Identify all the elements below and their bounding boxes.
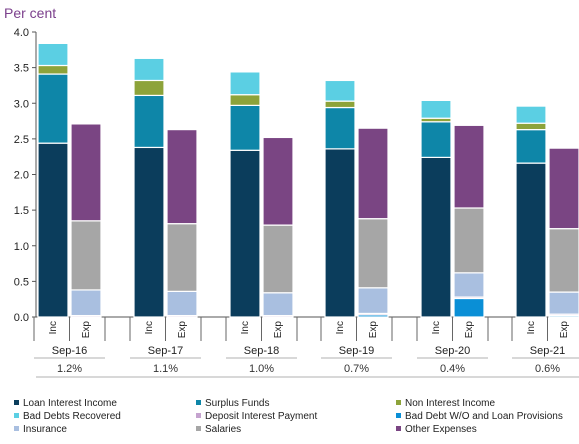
group-spread: 0.6% (535, 363, 560, 375)
income-bar-segment (133, 79, 165, 97)
expense-bar-segment (548, 147, 579, 230)
y-tick-label: 0.0 (14, 312, 29, 324)
expense-bar-segment (453, 124, 485, 209)
y-tick-label: 4.0 (14, 27, 29, 39)
group-spread: 0.4% (440, 363, 465, 375)
legend-swatch (396, 413, 401, 418)
income-bar-segment (515, 122, 547, 131)
expense-bar-segment (357, 218, 389, 289)
legend-swatch (196, 426, 201, 431)
group-label: Sep-17 (148, 345, 183, 357)
income-bar-segment (37, 73, 69, 144)
expense-bar-segment (70, 123, 102, 222)
bar-label-exp: Exp (464, 321, 475, 339)
group-spread: 1.0% (249, 363, 274, 375)
legend-entry: Loan Interest Income (23, 398, 117, 409)
expense-bar-segment (453, 272, 485, 298)
legend-entry: Other Expenses (405, 424, 477, 435)
bar-label-inc: Inc (335, 321, 346, 334)
y-axis-label: Per cent (4, 5, 56, 21)
expense-bar-segment (262, 292, 294, 317)
group-spread: 1.1% (153, 363, 178, 375)
income-bar-segment (515, 162, 547, 318)
legend-entry: Insurance (23, 424, 67, 435)
income-bar-segment (420, 156, 452, 318)
income-bar-segment (324, 79, 356, 102)
expense-bar-segment (70, 220, 102, 291)
bar-label-inc: Inc (240, 321, 251, 334)
legend-entry: Salaries (205, 424, 241, 435)
legend-swatch (14, 413, 19, 418)
legend-entry: Non Interest Income (405, 398, 495, 409)
income-bar-segment (515, 105, 547, 124)
bar-label-exp: Exp (177, 321, 188, 339)
bar-label-exp: Exp (559, 321, 570, 339)
income-bar-segment (324, 106, 356, 150)
expense-bar-segment (262, 136, 294, 226)
y-tick-label: 3.5 (14, 63, 29, 75)
group-label: Sep-21 (530, 345, 565, 357)
bar-label-exp: Exp (273, 321, 284, 339)
income-bar-segment (133, 57, 165, 82)
income-bar-segment (229, 71, 261, 96)
group-label: Sep-19 (339, 345, 374, 357)
expense-bar-segment (70, 289, 102, 317)
income-bar-segment (420, 121, 452, 159)
y-tick-label: 1.5 (14, 205, 29, 217)
bar-label-exp: Exp (81, 321, 92, 339)
income-bar-segment (229, 94, 261, 106)
income-bar-segment (229, 104, 261, 151)
legend-swatch (14, 426, 19, 431)
expense-bar-segment (357, 287, 389, 315)
legend-entry: Bad Debts Recovered (23, 411, 121, 422)
expense-bar-segment (453, 207, 485, 274)
expense-bar-segment (166, 223, 198, 292)
income-bar-segment (515, 129, 547, 164)
bar-label-exp: Exp (368, 321, 379, 339)
group-spread: 0.7% (344, 363, 369, 375)
expense-bar-segment (453, 297, 485, 318)
income-bar-segment (324, 148, 356, 318)
legend-entry: Surplus Funds (205, 398, 269, 409)
bar-label-inc: Inc (526, 321, 537, 334)
bar-label-inc: Inc (431, 321, 442, 334)
legend-swatch (196, 413, 201, 418)
y-tick-label: 3.0 (14, 98, 29, 110)
expense-bar-segment (357, 127, 389, 220)
income-bar-segment (37, 42, 69, 67)
income-bar-segment (133, 94, 165, 149)
legend-swatch (14, 400, 19, 405)
bar-label-inc: Inc (48, 321, 59, 334)
income-bar-segment (37, 142, 69, 318)
expense-bar-segment (548, 291, 579, 315)
y-tick-label: 0.5 (14, 276, 29, 288)
group-label: Sep-18 (244, 345, 279, 357)
group-spread: 1.2% (57, 363, 82, 375)
legend-entry: Bad Debt W/O and Loan Provisions (405, 411, 563, 422)
income-bar-segment (37, 64, 69, 75)
legend-swatch (396, 426, 401, 431)
income-bar-segment (324, 100, 356, 109)
income-bar-segment (133, 146, 165, 318)
y-tick-label: 2.0 (14, 170, 29, 182)
bar-label-inc: Inc (144, 321, 155, 334)
legend-swatch (196, 400, 201, 405)
expense-bar-segment (166, 290, 198, 317)
expense-bar-segment (166, 129, 198, 225)
group-label: Sep-20 (435, 345, 470, 357)
income-bar-segment (420, 99, 452, 119)
income-bar-segment (229, 149, 261, 318)
legend-swatch (396, 400, 401, 405)
group-label: Sep-16 (52, 345, 87, 357)
y-tick-label: 2.5 (14, 134, 29, 146)
y-tick-label: 1.0 (14, 241, 29, 253)
expense-bar-segment (262, 224, 294, 294)
expense-bar-segment (548, 228, 579, 293)
legend-entry: Deposit Interest Payment (205, 411, 317, 422)
